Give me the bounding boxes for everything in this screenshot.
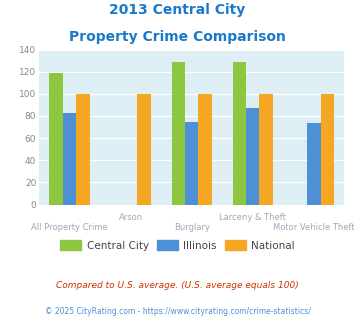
Bar (185, 121, 198, 205)
Bar (76, 94, 90, 205)
Bar (260, 94, 273, 205)
Text: Burglary: Burglary (174, 223, 210, 232)
Bar (137, 94, 151, 205)
Bar (233, 62, 246, 205)
Bar (321, 94, 334, 205)
Text: 2013 Central City: 2013 Central City (109, 3, 246, 17)
Bar (307, 123, 321, 205)
Text: Larceny & Theft: Larceny & Theft (219, 213, 286, 222)
Text: © 2025 CityRating.com - https://www.cityrating.com/crime-statistics/: © 2025 CityRating.com - https://www.city… (45, 307, 310, 316)
Legend: Central City, Illinois, National: Central City, Illinois, National (56, 236, 299, 255)
Bar (49, 73, 63, 205)
Bar (246, 108, 260, 205)
Text: Motor Vehicle Theft: Motor Vehicle Theft (273, 223, 355, 232)
Text: Compared to U.S. average. (U.S. average equals 100): Compared to U.S. average. (U.S. average … (56, 280, 299, 289)
Text: All Property Crime: All Property Crime (31, 223, 108, 232)
Bar (171, 62, 185, 205)
Bar (198, 94, 212, 205)
Text: Property Crime Comparison: Property Crime Comparison (69, 30, 286, 44)
Bar (63, 113, 76, 205)
Text: Arson: Arson (119, 213, 143, 222)
